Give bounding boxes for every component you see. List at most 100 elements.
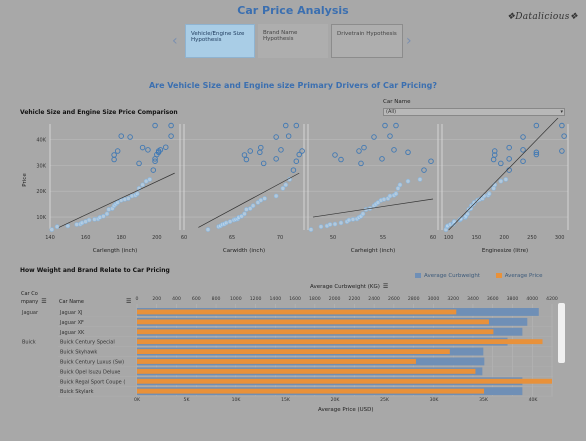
scatter-point <box>126 196 130 200</box>
scatter-point <box>55 225 59 229</box>
curbweight-tick-label: 4200 <box>546 296 558 302</box>
legend-label-curbweight: Average Curbweight <box>424 273 480 279</box>
scatter-point <box>224 221 228 225</box>
scatter-point <box>507 145 512 150</box>
scatter-point <box>206 228 210 232</box>
size-price-scatter-chart: Price 40K 30K 20K 10K 140 160 180 200 Carlength (… <box>0 118 586 258</box>
scatter-point <box>418 177 422 181</box>
scatter-point <box>406 179 410 183</box>
scatter-point <box>105 212 109 216</box>
scatter-x-axis-label: Enginesize (litre) <box>482 248 528 254</box>
page-title: Car Price Analysis <box>0 4 586 17</box>
car-company-label: Jaguar <box>21 310 39 316</box>
scatter-point <box>309 228 313 232</box>
scatter-point <box>135 192 139 196</box>
scatter-point <box>261 161 266 166</box>
scatter-point <box>128 135 133 140</box>
scatter-point <box>491 157 496 162</box>
scatter-point <box>328 222 332 226</box>
car-name-filter-value: (All) <box>386 109 396 115</box>
tab-vehicle-engine-size[interactable]: Vehicle/Engine Size Hypothesis <box>185 24 255 58</box>
scatter-point <box>398 183 402 187</box>
scatter-point <box>242 153 247 158</box>
scatter-point <box>169 123 174 128</box>
scatter-x-tick-label: 50 <box>330 235 336 241</box>
price-bar <box>137 379 552 384</box>
curbweight-axis-title[interactable]: Average Curbweight (KG) ☰ <box>310 283 388 290</box>
price-tick-label: 40K <box>529 397 539 403</box>
scatter-y-axis-label: Price <box>22 173 28 187</box>
price-tick-label: 35K <box>479 397 489 403</box>
scatter-point <box>422 168 427 173</box>
scatter-point <box>562 134 567 139</box>
scatter-x-tick-label: 200 <box>152 235 162 241</box>
curbweight-tick-label: 3200 <box>447 296 459 302</box>
bar-chart-scrollbar[interactable] <box>558 303 565 363</box>
chevron-left-icon[interactable]: ‹ <box>172 33 178 49</box>
car-name-label: Buick Regal Sport Coupe ( <box>60 379 125 385</box>
scatter-x-tick-label: 70 <box>277 235 283 241</box>
scatter-point <box>388 194 392 198</box>
scatter-point <box>140 145 145 150</box>
scatter-point <box>499 161 504 166</box>
scatter-point <box>101 214 105 218</box>
scatter-point <box>507 157 512 162</box>
scatter-point <box>382 197 386 201</box>
tab-brand-name[interactable]: Brand Name Hypothesis <box>258 24 328 58</box>
scatter-section-title: Vehicle Size and Engine Size Price Compa… <box>20 109 178 116</box>
legend-swatch-price <box>496 273 502 278</box>
scatter-point <box>146 148 151 153</box>
scatter-point <box>372 135 377 140</box>
scatter-point <box>406 150 411 155</box>
scatter-x-tick-label: 55 <box>380 235 386 241</box>
scatter-point <box>392 148 397 153</box>
scatter-x-tick-label: 100 <box>444 235 454 241</box>
price-bar <box>137 349 450 354</box>
legend-price: Average Price <box>496 273 543 279</box>
price-bar <box>137 329 493 334</box>
car-name-label: Jaguar XF <box>59 320 84 326</box>
scatter-point <box>362 145 367 150</box>
car-name-filter-select[interactable]: (All) ▾ <box>383 108 565 116</box>
scatter-point <box>274 194 278 198</box>
car-name-label: Buick Opel Isuzu Deluxe <box>60 369 120 375</box>
chevron-right-icon[interactable]: › <box>406 33 412 49</box>
price-bar <box>137 319 489 324</box>
sort-icon[interactable]: ☰ <box>383 283 388 290</box>
scatter-x-tick-label: 60 <box>181 235 187 241</box>
scatter-y-tick-label: 10K <box>36 215 46 221</box>
scatter-point <box>66 224 70 228</box>
scatter-point <box>148 177 152 181</box>
scatter-x-tick-label: 160 <box>81 235 91 241</box>
curbweight-tick-label: 2400 <box>368 296 380 302</box>
scatter-y-tick-label: 30K <box>36 163 46 169</box>
scatter-point <box>294 123 299 128</box>
scatter-point <box>153 123 158 128</box>
car-name-label: Jaguar XJ <box>59 310 83 316</box>
scatter-x-tick-label: 150 <box>472 235 482 241</box>
scatter-point <box>279 148 284 153</box>
price-tick-label: 30K <box>430 397 440 403</box>
curbweight-tick-label: 3600 <box>487 296 499 302</box>
scatter-point <box>259 198 263 202</box>
dashboard-subtitle: Are Vehicle Size and Engine size Primary… <box>0 81 586 90</box>
curbweight-tick-label: 4000 <box>526 296 538 302</box>
scatter-point <box>339 221 343 225</box>
scatter-x-tick-label: 65 <box>229 235 235 241</box>
scatter-point <box>380 157 385 162</box>
car-name-label: Buick Century Luxus (Sw) <box>60 359 124 365</box>
scatter-trend-line <box>198 173 299 227</box>
scatter-point <box>50 228 54 232</box>
curbweight-tick-label: 2600 <box>388 296 400 302</box>
scatter-point <box>361 212 365 216</box>
scatter-point <box>333 153 338 158</box>
scatter-x-tick-label: 60 <box>430 235 436 241</box>
legend-swatch-curbweight <box>415 273 421 278</box>
scatter-point <box>394 123 399 128</box>
curbweight-tick-label: 3400 <box>467 296 479 302</box>
scatter-point <box>119 134 124 139</box>
scatter-point <box>388 134 393 139</box>
scatter-point <box>351 217 355 221</box>
tab-drivetrain[interactable]: Drivetrain Hypothesis <box>331 24 403 58</box>
scatter-x-tick-label: 300 <box>555 235 565 241</box>
